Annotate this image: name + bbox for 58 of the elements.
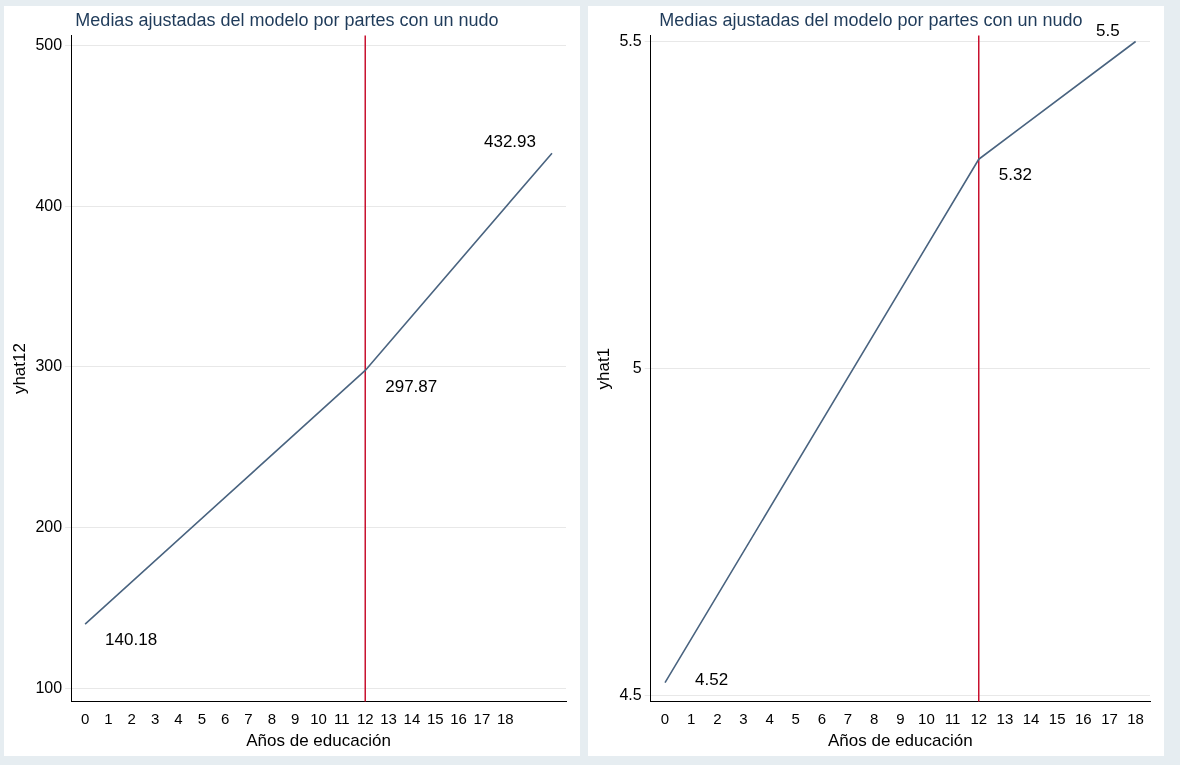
x-tick-label: 18 (496, 709, 514, 727)
x-tick-label: 8 (267, 709, 277, 727)
y-tick-label: 200 (35, 518, 63, 536)
x-tick-label: 0 (80, 709, 90, 727)
x-tick-label: 14 (1022, 709, 1040, 727)
x-tick-label: 0 (660, 709, 670, 727)
y-tick-label: 5.5 (619, 31, 642, 49)
x-tick-label: 10 (918, 709, 935, 727)
x-tick-label: 15 (426, 709, 444, 727)
y-axis-title: yhat1 (593, 347, 613, 390)
annotation: 4.52 (695, 669, 729, 689)
y-axis-title: yhat12 (9, 343, 29, 395)
y-tick-label: 5 (632, 359, 642, 377)
annotation: 432.93 (483, 132, 536, 152)
x-tick-label: 1 (686, 709, 696, 727)
chart-title: Medias ajustadas del modelo por partes con un nudo (75, 9, 499, 30)
y-tick-label: 300 (35, 357, 63, 375)
x-tick-label: 3 (739, 709, 748, 727)
x-tick-label: 17 (473, 709, 491, 727)
x-tick-label: 14 (403, 709, 421, 727)
x-tick-label: 13 (996, 709, 1014, 727)
x-tick-label: 11 (334, 709, 350, 727)
x-tick-label: 16 (450, 709, 467, 727)
x-tick-label: 18 (1127, 709, 1144, 727)
x-tick-label: 7 (843, 709, 853, 727)
x-tick-label: 9 (291, 709, 300, 727)
x-tick-label: 2 (127, 709, 136, 727)
x-tick-label: 3 (150, 709, 160, 727)
x-tick-label: 11 (944, 709, 961, 727)
chart-title: Medias ajustadas del modelo por partes con un nudo (659, 9, 1083, 30)
y-tick-label: 400 (35, 196, 63, 214)
y-tick-label: 100 (35, 679, 63, 697)
x-tick-label: 7 (244, 709, 253, 727)
x-tick-label: 1 (104, 709, 113, 727)
x-tick-label: 10 (310, 709, 327, 727)
x-tick-label: 13 (380, 709, 397, 727)
annotation: 297.87 (385, 376, 438, 396)
y-tick-label: 500 (35, 35, 63, 53)
y-tick-label: 4.5 (619, 686, 642, 704)
x-tick-label: 5 (791, 709, 800, 727)
annotation: 5.32 (998, 165, 1032, 185)
x-tick-label: 2 (713, 709, 722, 727)
x-tick-label: 5 (197, 709, 206, 727)
x-tick-label: 15 (1048, 709, 1066, 727)
x-tick-label: 12 (970, 709, 988, 727)
x-tick-label: 9 (896, 709, 905, 727)
x-tick-label: 4 (174, 709, 183, 727)
x-tick-label: 6 (817, 709, 827, 727)
x-axis-title: Años de educación (246, 731, 391, 751)
x-tick-label: 17 (1101, 709, 1118, 727)
x-axis-title: Años de educación (828, 731, 973, 751)
annotation: 5.5 (1095, 20, 1120, 40)
x-tick-label: 8 (870, 709, 879, 727)
x-tick-label: 4 (765, 709, 774, 727)
x-tick-label: 16 (1074, 709, 1092, 727)
annotation: 140.18 (105, 630, 158, 650)
x-tick-label: 12 (356, 709, 374, 727)
x-tick-label: 6 (221, 709, 230, 727)
